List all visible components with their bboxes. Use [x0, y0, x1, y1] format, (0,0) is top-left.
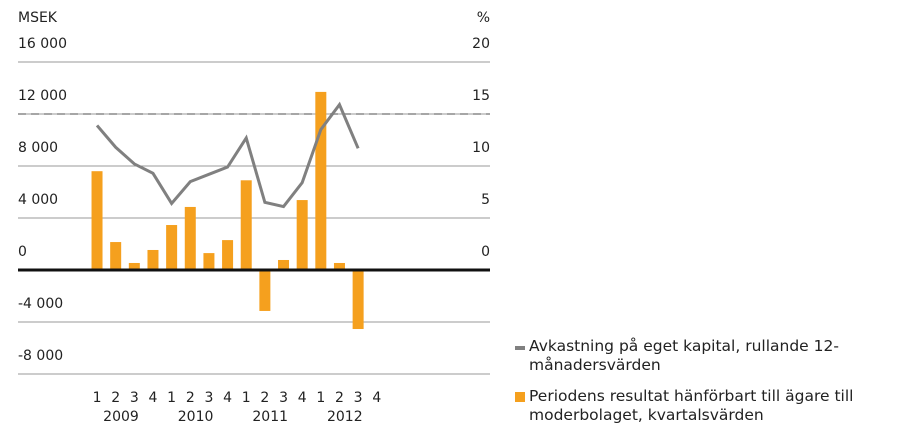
- bar: [166, 225, 178, 270]
- year-label: 2011: [252, 409, 288, 425]
- bar: [278, 259, 290, 270]
- x-tick-label: 3: [354, 390, 363, 406]
- x-tick-label: 3: [204, 390, 213, 406]
- y2-tick-label: 15: [472, 88, 490, 104]
- x-tick-label: 2: [260, 390, 269, 406]
- legend-label: Avkastning på eget kapital, rullande 12-…: [529, 337, 839, 374]
- x-tick-label: 4: [298, 390, 307, 406]
- line: [95, 101, 360, 209]
- x-tick-label: 1: [242, 390, 251, 406]
- x-tick-label: 3: [279, 390, 288, 406]
- x-tick-label: 4: [372, 390, 381, 406]
- x-tick-label: 1: [316, 390, 325, 406]
- bar: [184, 206, 196, 270]
- y-tick-label: 8 000: [18, 140, 58, 156]
- y2-tick-label: 0: [481, 244, 490, 260]
- y2-tick-label: 10: [472, 140, 490, 156]
- bar: [240, 180, 252, 270]
- y2-unit: %: [477, 10, 490, 26]
- bar: [222, 240, 234, 270]
- bar: [315, 91, 327, 271]
- y-tick-label: 12 000: [18, 88, 67, 104]
- legend-item: Periodens resultat hänförbart till ägare…: [515, 387, 900, 425]
- bar: [203, 253, 215, 270]
- y2-tick-label: 5: [481, 192, 490, 208]
- bar: [147, 249, 159, 270]
- legend-item: Avkastning på eget kapital, rullande 12-…: [515, 337, 900, 375]
- y-tick-label: 0: [18, 244, 27, 260]
- x-tick-label: 3: [130, 390, 139, 406]
- y2-tick-label: 20: [472, 36, 490, 52]
- legend-swatch: [515, 346, 525, 350]
- bar: [352, 270, 364, 330]
- legend-swatch: [515, 392, 525, 402]
- bar: [110, 242, 122, 270]
- y-tick-label: 4 000: [18, 192, 58, 208]
- year-label: 2009: [103, 409, 139, 425]
- y-unit: MSEK: [18, 10, 58, 26]
- year-label: 2010: [178, 409, 214, 425]
- x-tick-label: 1: [93, 390, 102, 406]
- x-tick-label: 2: [335, 390, 344, 406]
- bar: [296, 200, 308, 270]
- y-tick-label: 16 000: [18, 36, 67, 52]
- legend-label: Periodens resultat hänförbart till ägare…: [529, 387, 854, 424]
- bar: [91, 171, 103, 270]
- year-label: 2012: [327, 409, 363, 425]
- x-tick-label: 2: [111, 390, 120, 406]
- x-tick-label: 4: [149, 390, 158, 406]
- x-tick-label: 2: [186, 390, 195, 406]
- bar: [259, 270, 271, 311]
- y-tick-label: -4 000: [18, 296, 63, 312]
- bar: [128, 262, 140, 270]
- bar: [333, 262, 345, 270]
- x-tick-label: 4: [223, 390, 232, 406]
- x-tick-label: 1: [167, 390, 176, 406]
- y-tick-label: -8 000: [18, 348, 63, 364]
